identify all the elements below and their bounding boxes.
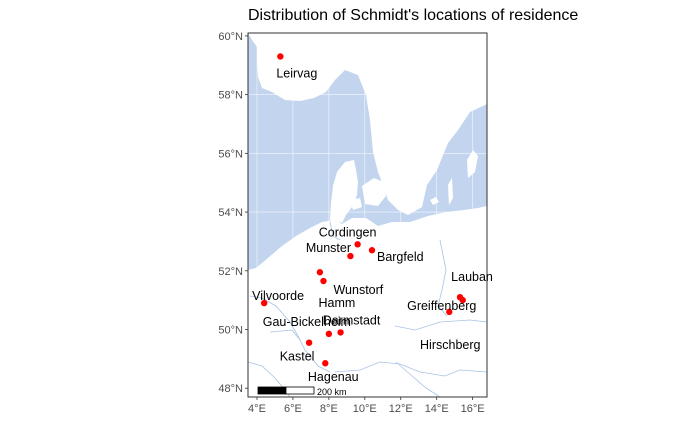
y-tick-label: 54°N <box>218 207 243 219</box>
axis-ticks: 48°N 50°N 52°N 54°N 56°N 58°N 60°N 4°E 6°E 8°E 10°… <box>218 31 484 415</box>
y-tick-label: 50°N <box>218 324 243 336</box>
location-point-hagenau <box>322 360 329 367</box>
x-tick-label: 10°E <box>353 403 377 415</box>
y-tick-label: 52°N <box>218 266 243 278</box>
location-label-munster: Munster <box>306 241 351 255</box>
location-point-wunstorf <box>320 277 327 285</box>
location-label-hagenau: Hagenau <box>308 370 359 384</box>
land-continent <box>248 206 487 397</box>
land-scandinavia <box>248 33 487 215</box>
x-tick-label: 12°E <box>389 403 413 415</box>
map-title: Distribution of Schmidt's locations of r… <box>248 7 579 24</box>
y-tick-label: 60°N <box>218 31 243 43</box>
location-label-vilvoorde: Vilvoorde <box>252 289 304 303</box>
location-label-leirvag: Leirvag <box>276 66 317 80</box>
x-tick-label: 14°E <box>425 403 449 415</box>
location-point-vilvoorde <box>260 299 268 307</box>
location-point-greiffenberg <box>459 296 466 304</box>
location-label-wunstorf: Wunstorf <box>333 283 383 297</box>
x-tick-label: 4°E <box>248 403 266 415</box>
y-tick-label: 58°N <box>218 90 243 102</box>
location-points <box>260 53 466 367</box>
y-tick-label: 56°N <box>218 148 243 160</box>
location-point-kastel <box>305 339 313 346</box>
graticule <box>248 33 487 397</box>
location-label-greiffenberg: Greiffenberg <box>407 299 476 313</box>
location-label-kastel: Kastel <box>280 350 315 364</box>
location-point-gau-bickelheim <box>325 330 333 338</box>
land-danish-islands <box>362 178 386 206</box>
location-point-bargfeld <box>368 247 376 254</box>
scale-bar-label: 200 km <box>317 387 347 397</box>
location-label-hirschberg: Hirschberg <box>420 338 480 352</box>
location-point-darmstadt <box>337 329 344 336</box>
x-tick-label: 8°E <box>320 403 338 415</box>
location-point-cordingen <box>354 241 361 248</box>
land-danish-islands-2 <box>350 198 362 210</box>
location-label-darmstadt: Darmstadt <box>323 313 381 327</box>
location-label-lauban: Lauban <box>451 270 493 284</box>
land-denmark <box>330 160 358 223</box>
location-point-leirvag <box>277 53 284 60</box>
location-point-hamm <box>316 269 324 276</box>
location-point-hirschberg <box>446 308 453 316</box>
location-label-hamm: Hamm <box>318 296 355 310</box>
location-labels: LeirvagCordingenBargfeldMunsterWunstorfH… <box>252 66 493 384</box>
location-label-bargfeld: Bargfeld <box>377 250 424 264</box>
panel-border <box>247 32 488 398</box>
location-point-munster <box>347 252 354 260</box>
y-tick-label: 48°N <box>218 383 243 395</box>
x-tick-label: 6°E <box>284 403 302 415</box>
scale-bar: 200 km <box>257 386 347 397</box>
location-label-gau-bickelheim: Gau-Bickelheim <box>263 315 351 329</box>
location-label-cordingen: Cordingen <box>319 225 377 239</box>
land-oland <box>448 178 453 205</box>
x-tick-label: 16°E <box>461 403 485 415</box>
